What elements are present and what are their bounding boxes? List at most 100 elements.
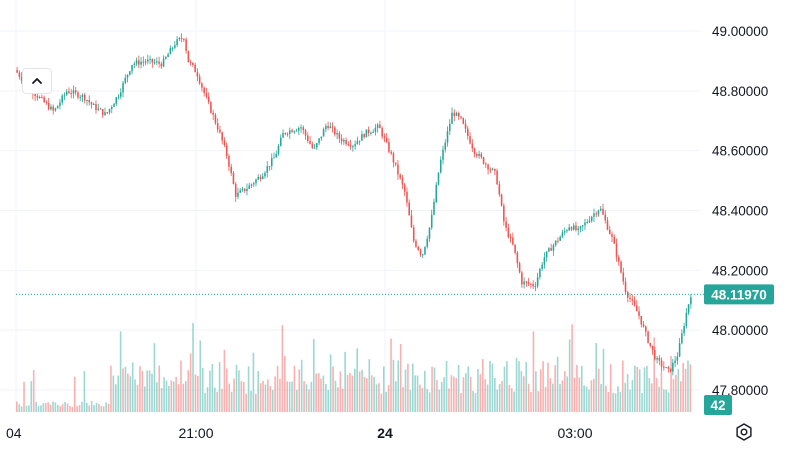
chart-settings-button[interactable] — [732, 420, 756, 444]
volume-bar — [455, 378, 457, 412]
volume-bar — [105, 402, 107, 412]
candle — [478, 150, 480, 159]
candle — [259, 174, 262, 182]
volume-bar — [124, 366, 127, 412]
volume-bar — [385, 391, 387, 412]
candle — [534, 281, 537, 292]
candle — [439, 156, 442, 174]
volume-bar — [416, 375, 419, 412]
volume-bar — [380, 393, 383, 412]
candle — [239, 187, 241, 194]
candle — [99, 107, 102, 110]
volume-bar — [276, 365, 279, 412]
volume-bar — [100, 405, 103, 412]
candle — [216, 118, 219, 133]
volume-bar — [189, 353, 192, 412]
volume-bar — [320, 378, 322, 412]
candle — [426, 235, 429, 249]
volume-bar — [211, 364, 214, 412]
volume-bar — [689, 364, 692, 412]
candle — [248, 182, 251, 190]
candle — [135, 57, 138, 66]
volume-bar — [71, 406, 74, 412]
x-axis: 04 21:00 24 03:00 — [6, 425, 593, 441]
candle — [171, 46, 174, 52]
candle — [59, 98, 61, 110]
candle — [203, 86, 205, 97]
volume-bar — [281, 325, 284, 412]
volume-bar — [93, 405, 95, 412]
candle — [385, 133, 388, 144]
candle — [453, 109, 456, 122]
candle — [433, 198, 435, 216]
candle — [374, 124, 377, 136]
candle — [421, 253, 424, 259]
candle — [243, 188, 246, 193]
candle — [119, 88, 122, 100]
candle — [372, 129, 374, 133]
candle — [678, 338, 681, 358]
candle — [487, 163, 489, 175]
volume-bar — [472, 390, 474, 412]
candle — [162, 55, 165, 68]
volume-bar — [404, 369, 407, 412]
volume-bar — [134, 379, 136, 412]
volume-bar — [612, 392, 614, 412]
volume-bar — [602, 348, 605, 412]
candle — [658, 355, 661, 366]
volume-bar — [571, 324, 573, 412]
candle — [230, 163, 232, 176]
candle — [65, 89, 68, 97]
volume-bar — [687, 360, 689, 412]
volume-bar — [146, 370, 148, 412]
candle — [482, 156, 485, 165]
volume-bar — [317, 373, 320, 412]
volume-bar — [139, 366, 141, 412]
volume-bar — [35, 401, 37, 412]
volume-bar — [42, 403, 45, 412]
candle — [613, 234, 616, 244]
candle — [543, 252, 546, 269]
volume-bar — [424, 370, 426, 412]
candle — [615, 238, 618, 262]
volume-bar — [523, 376, 525, 412]
volume-bar — [262, 380, 264, 412]
volume-bar — [204, 393, 206, 412]
y-tick-label: 48.20000 — [712, 263, 768, 278]
volume-bar — [366, 378, 368, 412]
candle — [16, 66, 18, 74]
collapse-panel-button[interactable] — [22, 68, 52, 94]
candle — [72, 85, 75, 99]
volume-bar — [44, 403, 47, 412]
candle — [167, 52, 169, 58]
volume-bar — [325, 384, 327, 412]
candle — [214, 112, 217, 125]
volume-bar — [559, 384, 561, 412]
candle — [602, 203, 604, 216]
volume-bar — [489, 360, 491, 412]
candle — [588, 216, 591, 224]
volume-bar — [503, 366, 506, 412]
volume-bar — [535, 371, 537, 412]
candle — [469, 132, 471, 145]
volume-bar — [349, 372, 351, 412]
candle — [183, 38, 185, 43]
volume-bar — [421, 387, 424, 412]
volume-bar — [452, 376, 455, 412]
volume-bar — [354, 368, 356, 412]
volume-bar — [501, 381, 503, 412]
candle — [363, 133, 365, 139]
candle — [590, 215, 593, 223]
candle — [383, 133, 386, 143]
volume-bar — [230, 391, 233, 412]
x-tick-label: 03:00 — [557, 425, 592, 441]
volume-bar — [163, 377, 165, 412]
volume-bar — [216, 391, 218, 412]
candle — [273, 152, 275, 159]
volume-bar — [530, 391, 532, 412]
candle — [572, 223, 575, 231]
volume-bar — [303, 381, 305, 412]
candle — [505, 217, 507, 232]
candle — [419, 248, 422, 258]
